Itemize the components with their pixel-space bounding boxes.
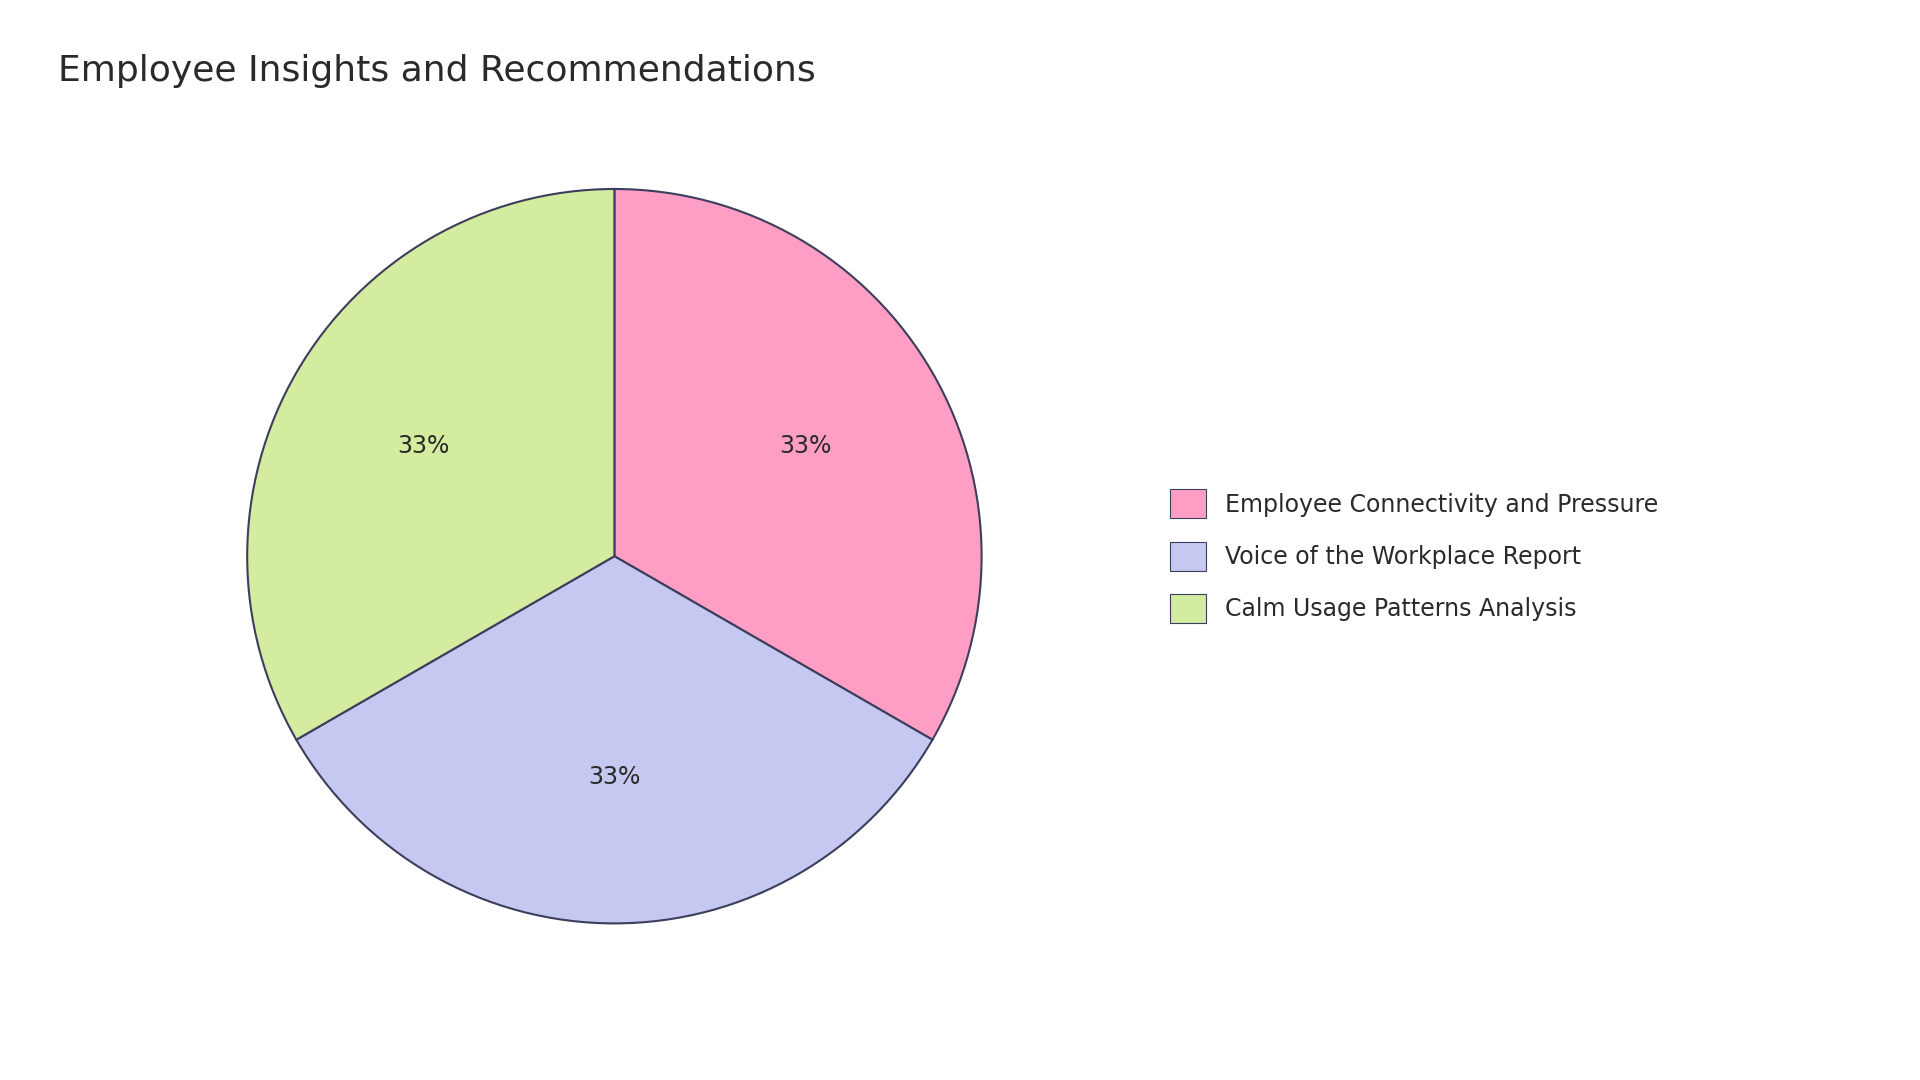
Text: 33%: 33% — [397, 434, 449, 458]
Legend: Employee Connectivity and Pressure, Voice of the Workplace Report, Calm Usage Pa: Employee Connectivity and Pressure, Voic… — [1158, 477, 1670, 635]
Wedge shape — [248, 189, 614, 740]
Text: 33%: 33% — [780, 434, 831, 458]
Text: Employee Insights and Recommendations: Employee Insights and Recommendations — [58, 54, 816, 87]
Wedge shape — [614, 189, 981, 740]
Text: 33%: 33% — [588, 765, 641, 788]
Wedge shape — [296, 556, 933, 923]
